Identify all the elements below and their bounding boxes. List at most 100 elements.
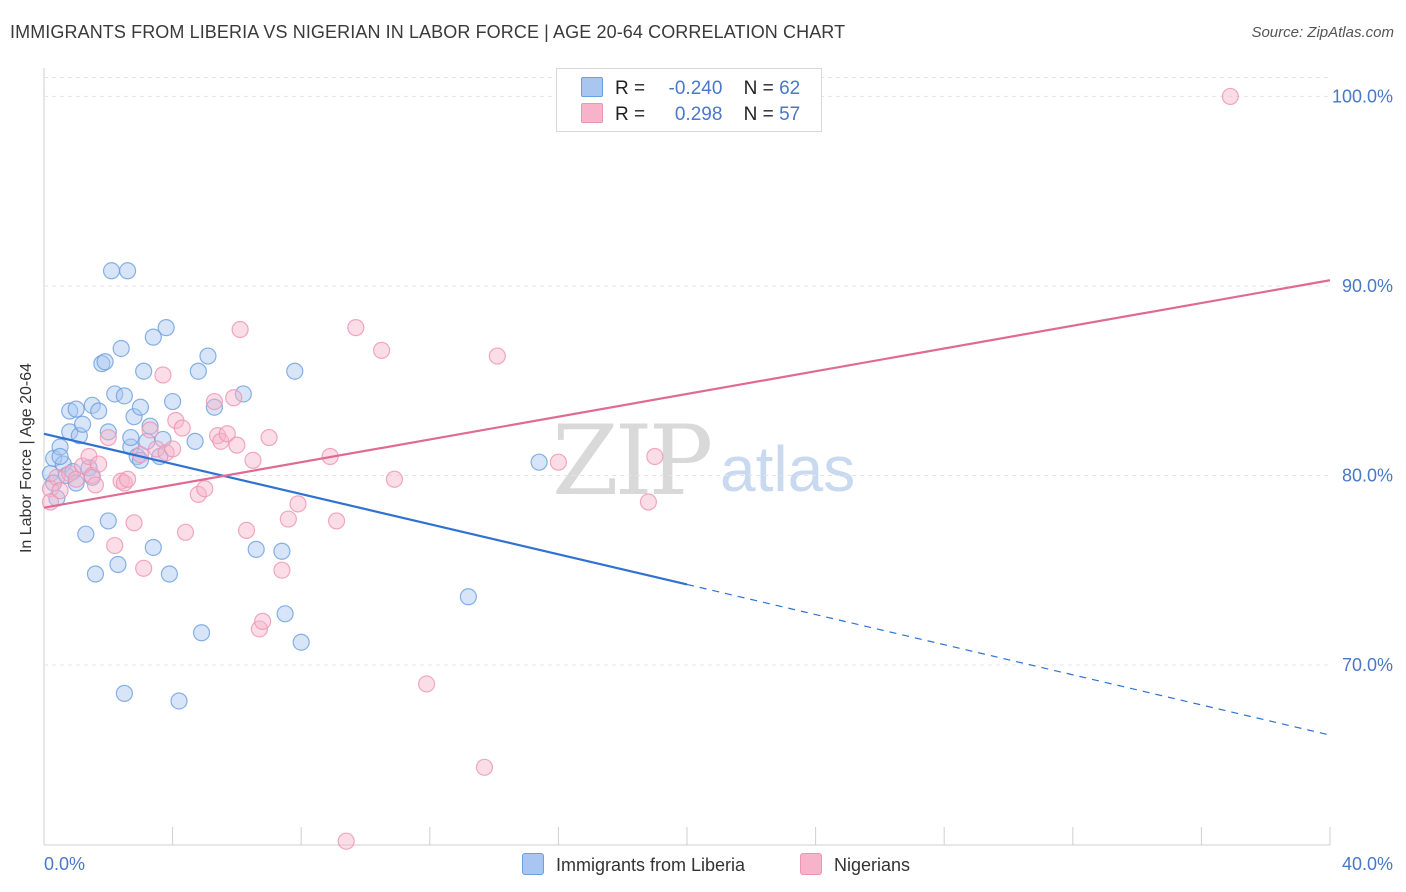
liberia-point: [51, 438, 69, 456]
legend-row-liberia: R = -0.240 N = 62: [581, 77, 800, 101]
liberia-point: [99, 423, 117, 441]
nigerian-point: [228, 436, 246, 454]
liberia-point: [112, 339, 130, 358]
liberia-point: [186, 432, 204, 450]
nigerian-point: [218, 425, 236, 443]
nigerian-point: [639, 493, 658, 511]
liberia-point: [273, 542, 291, 560]
liberia-point: [205, 398, 223, 416]
liberia-point: [170, 692, 188, 710]
y-tick-label: 100.0%: [1332, 86, 1393, 106]
liberia-point: [192, 624, 211, 642]
nigerian-point: [646, 447, 664, 466]
liberia-trend-extension: [686, 583, 1331, 736]
nigerian-point: [225, 389, 243, 407]
liberia-point: [286, 362, 304, 380]
y-tick-label: 90.0%: [1342, 276, 1393, 296]
legend-r-label: R =: [615, 104, 646, 125]
liberia-point: [61, 402, 79, 420]
nigerian-point: [417, 675, 436, 693]
nigerian-point: [118, 470, 137, 488]
nigerian-point: [154, 366, 172, 384]
nigerian-point: [488, 347, 506, 365]
nigerian-point: [260, 428, 278, 447]
nigerian-point: [237, 521, 256, 540]
liberia-point: [125, 408, 143, 426]
liberia-point: [115, 387, 133, 405]
liberia-point: [157, 319, 175, 337]
nigerian-point: [372, 341, 391, 359]
watermark-zip: ZIP: [552, 405, 713, 517]
nigerian-point: [1221, 87, 1239, 106]
watermark-atlas: atlas: [720, 433, 856, 505]
nigerian-point: [125, 514, 143, 532]
bottom-legend-nigerians: Nigerians: [800, 853, 910, 876]
liberia-point: [459, 588, 477, 606]
liberia-point: [122, 428, 140, 447]
y-tick-label: 80.0%: [1342, 465, 1393, 485]
legend-n-label: N =: [743, 78, 774, 99]
x-tick-label-min: 0.0%: [44, 854, 85, 874]
nigerian-point: [347, 319, 365, 337]
nigerian-point: [90, 455, 108, 473]
nigerian-point: [273, 561, 291, 579]
nigerian-trend-line: [43, 279, 1331, 509]
bottom-legend-swatch-nigerians: [800, 853, 822, 875]
nigerian-point: [337, 832, 355, 850]
y-tick-label: 70.0%: [1342, 655, 1393, 675]
liberia-point: [530, 453, 548, 471]
nigerian-point: [106, 536, 124, 555]
liberia-point: [115, 684, 133, 702]
liberia-point: [234, 385, 252, 403]
nigerian-point: [196, 480, 214, 498]
legend: R = -0.240 N = 62 R = 0.298 N = 57: [556, 68, 822, 132]
liberia-point: [131, 398, 150, 416]
liberia-point: [247, 540, 265, 558]
liberia-point: [77, 525, 95, 543]
legend-r-label: R =: [615, 78, 646, 99]
nigerian-point: [173, 419, 191, 437]
liberia-point: [141, 417, 159, 435]
liberia-point: [102, 262, 121, 280]
nigerian-point: [475, 758, 494, 776]
legend-n-label: N =: [743, 104, 774, 125]
bottom-legend-liberia: Immigrants from Liberia: [522, 853, 745, 876]
chart-source: Source: ZipAtlas.com: [1251, 24, 1394, 41]
nigerian-point: [244, 451, 262, 469]
legend-swatch-liberia: [581, 77, 603, 97]
liberia-point: [118, 262, 137, 280]
legend-r-value: 0.298: [674, 104, 723, 125]
liberia-point: [96, 353, 114, 371]
liberia-point: [86, 565, 105, 583]
liberia-point: [73, 415, 92, 433]
chart-title: IMMIGRANTS FROM LIBERIA VS NIGERIAN IN L…: [10, 22, 846, 42]
liberia-point: [90, 402, 108, 420]
liberia-point: [135, 362, 153, 380]
nigerian-point: [99, 428, 117, 447]
liberia-point: [292, 633, 310, 651]
liberia-point: [276, 605, 294, 623]
liberia-point: [164, 392, 182, 411]
nigerian-point: [86, 476, 105, 494]
nigerian-point: [385, 470, 404, 488]
nigerian-point: [549, 453, 568, 471]
nigerian-point: [289, 495, 307, 513]
legend-swatch-nigerians: [581, 103, 603, 123]
bottom-legend-label-liberia: Immigrants from Liberia: [556, 855, 746, 875]
nigerian-point: [164, 440, 182, 458]
liberia-trend-line: [43, 432, 688, 586]
liberia-point: [67, 474, 85, 492]
nigerian-point: [205, 392, 223, 411]
liberia-point: [199, 347, 217, 365]
legend-r-value: -0.240: [668, 78, 723, 99]
nigerian-point: [176, 523, 195, 541]
nigerian-point: [48, 468, 66, 486]
liberia-point: [189, 362, 207, 380]
liberia-point: [51, 447, 69, 466]
nigerian-point: [279, 510, 297, 528]
liberia-point: [144, 538, 162, 557]
nigerian-point: [51, 482, 69, 500]
nigerian-point: [254, 612, 272, 630]
bottom-legend-label-nigerians: Nigerians: [834, 855, 911, 875]
